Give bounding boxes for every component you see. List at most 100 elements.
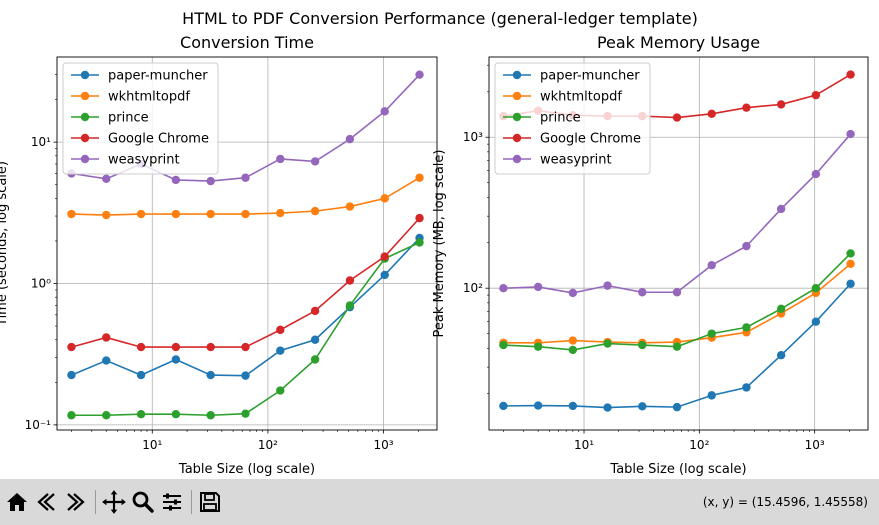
data-point	[171, 209, 181, 219]
forward-button[interactable]	[62, 488, 90, 516]
x-tick-label: 10¹	[142, 438, 162, 452]
series-line	[71, 237, 421, 377]
data-point	[102, 210, 111, 220]
legend-label: Google Chrome	[540, 132, 641, 147]
data-point	[568, 288, 578, 298]
legend-label: prince	[108, 111, 149, 126]
data-point	[603, 339, 612, 348]
legend-swatch-marker	[512, 91, 522, 101]
data-point	[310, 355, 320, 364]
data-point	[380, 252, 389, 261]
data-point	[499, 340, 508, 350]
data-point	[415, 238, 424, 247]
home-button[interactable]	[3, 488, 31, 516]
data-point	[533, 342, 543, 351]
data-point	[206, 411, 215, 420]
data-point	[206, 370, 215, 380]
data-point	[846, 70, 855, 79]
data-point	[171, 342, 181, 352]
legend-swatch-marker	[512, 133, 522, 143]
legend-swatch-marker	[80, 112, 90, 122]
data-point	[171, 175, 181, 185]
data-point	[776, 204, 786, 214]
data-point	[742, 241, 751, 251]
legend-item: Google Chrome	[71, 132, 209, 147]
series-wkhtmltopdf	[67, 173, 424, 220]
data-point	[310, 335, 320, 344]
x-axis-label: Table Size (log scale)	[609, 462, 746, 477]
data-point	[276, 154, 285, 164]
data-point	[241, 173, 250, 182]
data-point	[67, 342, 76, 352]
data-point	[846, 249, 855, 258]
configure-subplots-icon	[163, 493, 181, 511]
pan-button[interactable]	[100, 488, 128, 516]
data-point	[811, 317, 821, 326]
data-point	[241, 371, 250, 380]
x-tick-label: 10²	[258, 438, 278, 452]
data-point	[533, 401, 543, 410]
legend-item: wkhtmltopdf	[503, 90, 622, 105]
data-point	[672, 113, 682, 122]
home-icon	[7, 493, 27, 511]
legend: paper-muncher wkhtmltopdf prince Google Chr…	[494, 62, 651, 175]
data-point	[846, 259, 855, 269]
data-point	[415, 213, 424, 223]
y-tick-label: 10⁰	[31, 276, 51, 290]
data-point	[276, 386, 285, 395]
legend-label: paper-muncher	[108, 69, 208, 84]
legend-swatch-marker	[80, 91, 90, 101]
series-prince	[499, 249, 855, 355]
series-paper-muncher	[499, 279, 855, 412]
data-point	[638, 288, 647, 297]
series-paper-muncher	[67, 233, 424, 380]
axes-frame	[56, 56, 438, 431]
zoom-button[interactable]	[129, 488, 157, 516]
data-point	[171, 409, 181, 419]
legend-item: wkhtmltopdf	[71, 90, 190, 105]
legend-swatch-marker	[512, 154, 522, 164]
data-point	[707, 329, 716, 338]
data-point	[380, 107, 389, 116]
data-point	[846, 279, 855, 288]
data-point	[276, 325, 285, 335]
save-button[interactable]	[196, 488, 224, 516]
data-point	[742, 383, 751, 392]
y-axis-label: Time (seconds, log scale)	[0, 161, 10, 327]
legend-item: prince	[503, 111, 581, 126]
data-point	[102, 411, 111, 420]
data-point	[568, 336, 578, 345]
data-point	[206, 176, 215, 186]
axes-title: Conversion Time	[180, 33, 314, 52]
data-point	[241, 409, 250, 418]
legend-swatch-marker	[512, 112, 522, 122]
series-line	[71, 177, 420, 216]
x-axis-label: Table Size (log scale)	[178, 462, 315, 477]
data-point	[345, 301, 355, 310]
legend-item: paper-muncher	[503, 69, 640, 84]
legend-box	[62, 62, 219, 175]
series-prince	[67, 238, 424, 420]
forward-icon	[67, 493, 85, 511]
legend-label: wkhtmltopdf	[540, 90, 622, 105]
series-line	[503, 252, 852, 351]
legend-swatch-marker	[80, 133, 90, 143]
data-point	[499, 401, 508, 411]
data-point	[638, 402, 647, 411]
data-point	[568, 345, 578, 355]
data-point	[776, 350, 786, 360]
data-point	[136, 409, 146, 419]
y-axis-label: Peak Memory (MB, log scale)	[432, 150, 447, 338]
x-tick-label: 10²	[689, 438, 709, 452]
y-tick-label: 10³	[463, 130, 483, 144]
legend-item: prince	[71, 111, 149, 126]
data-point	[67, 411, 76, 420]
data-point	[707, 109, 716, 118]
data-point	[241, 342, 250, 352]
y-tick-label: 10²	[463, 281, 483, 295]
configure-subplots-button[interactable]	[158, 488, 186, 516]
legend-item: Google Chrome	[503, 132, 641, 147]
series-wkhtmltopdf	[499, 259, 855, 347]
back-button[interactable]	[32, 488, 60, 516]
legend-label: paper-muncher	[540, 69, 640, 84]
